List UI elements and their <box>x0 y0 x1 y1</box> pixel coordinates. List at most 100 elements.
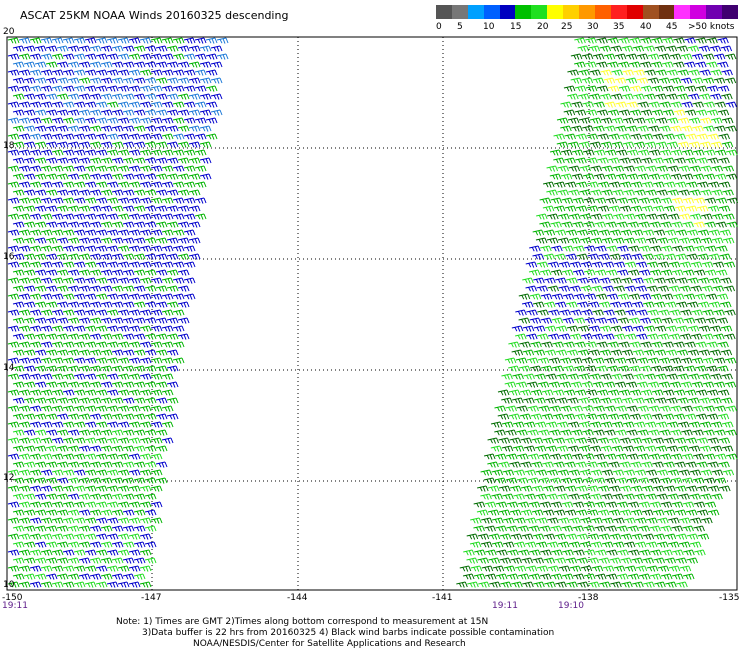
wind-barb <box>560 173 573 180</box>
wind-barb <box>23 413 36 420</box>
wind-barb <box>34 77 47 84</box>
wind-barb <box>481 517 493 524</box>
wind-barb <box>553 133 565 140</box>
wind-barb <box>100 221 113 228</box>
wind-barb <box>679 517 691 524</box>
wind-barb <box>590 165 603 172</box>
wind-barb <box>144 253 157 260</box>
wind-barb <box>527 405 539 412</box>
wind-barb <box>670 405 682 412</box>
wind-barb <box>459 565 472 572</box>
wind-barb <box>89 541 102 548</box>
wind-barb <box>12 173 25 180</box>
wind-barb <box>144 525 157 532</box>
wind-barb <box>611 421 624 428</box>
wind-barb <box>139 469 152 476</box>
wind-barb <box>644 141 657 148</box>
wind-barb <box>710 397 722 404</box>
wind-barb <box>73 501 86 508</box>
wind-barb <box>661 549 673 556</box>
wind-barb <box>578 445 591 452</box>
wind-barb <box>128 437 141 444</box>
wind-barb <box>617 317 630 324</box>
legend-label: 15 <box>510 22 522 32</box>
wind-barb <box>565 557 577 564</box>
wind-barb <box>7 245 20 252</box>
wind-barb <box>546 189 558 196</box>
wind-barb <box>686 229 699 236</box>
wind-barb <box>7 565 20 572</box>
wind-barb <box>722 469 735 476</box>
wind-barb <box>12 573 25 580</box>
wind-barb <box>621 325 634 332</box>
wind-barb <box>704 269 717 276</box>
wind-barb <box>73 85 86 92</box>
wind-barb <box>166 381 179 388</box>
wind-barb <box>95 37 108 44</box>
wind-barb <box>639 549 651 556</box>
wind-barb <box>34 525 47 532</box>
wind-barb <box>667 189 679 196</box>
wind-barb <box>133 157 146 164</box>
wind-barb <box>555 277 567 284</box>
wind-barb <box>619 461 631 468</box>
wind-barb <box>634 165 647 172</box>
wind-barb <box>12 557 25 564</box>
wind-barb <box>557 237 570 244</box>
wind-barb <box>562 293 575 300</box>
wind-barb <box>615 405 627 412</box>
wind-barb <box>653 485 665 492</box>
wind-barb <box>155 413 168 420</box>
wind-barb <box>678 541 691 548</box>
wind-barb <box>40 229 53 236</box>
wind-barb <box>641 205 654 212</box>
wind-barb <box>117 69 130 76</box>
wind-barb <box>34 285 47 292</box>
wind-barb <box>505 429 517 436</box>
wind-barb <box>521 533 534 540</box>
wind-barb <box>659 405 671 412</box>
wind-barb <box>100 413 113 420</box>
wind-barb <box>150 421 163 428</box>
wind-barb <box>710 421 723 428</box>
wind-barb <box>210 109 223 116</box>
wind-barb <box>542 461 554 468</box>
wind-barb <box>18 133 31 140</box>
wind-barb <box>150 261 163 268</box>
wind-barb <box>713 357 726 364</box>
wind-barb <box>592 77 605 84</box>
wind-barb <box>161 325 174 332</box>
wind-barb <box>188 125 201 132</box>
wind-barb <box>95 357 108 364</box>
wind-barb <box>695 389 708 396</box>
wind-barb <box>172 197 185 204</box>
wind-barb <box>662 109 675 116</box>
wind-barb <box>84 101 97 108</box>
wind-barb <box>34 141 47 148</box>
wind-barb <box>682 197 695 204</box>
wind-barb <box>530 389 543 396</box>
wind-barb <box>199 45 212 52</box>
wind-barb <box>531 461 543 468</box>
wind-barb <box>155 253 168 260</box>
wind-barb <box>18 501 31 508</box>
wind-barb <box>23 205 36 212</box>
wind-barb <box>111 381 124 388</box>
wind-barb <box>703 477 716 484</box>
wind-barb <box>122 125 135 132</box>
wind-barb <box>100 237 113 244</box>
wind-barb <box>100 461 113 468</box>
wind-barb <box>635 213 647 220</box>
wind-barb <box>23 541 36 548</box>
wind-barb <box>640 61 652 68</box>
wind-barb <box>67 317 80 324</box>
wind-barb <box>84 69 97 76</box>
wind-barb <box>637 477 650 484</box>
wind-barb <box>161 293 174 300</box>
wind-barb <box>671 221 683 228</box>
wind-barb <box>18 533 31 540</box>
wind-barb <box>538 429 550 436</box>
wind-barb <box>718 461 730 468</box>
wind-barb <box>635 285 647 292</box>
